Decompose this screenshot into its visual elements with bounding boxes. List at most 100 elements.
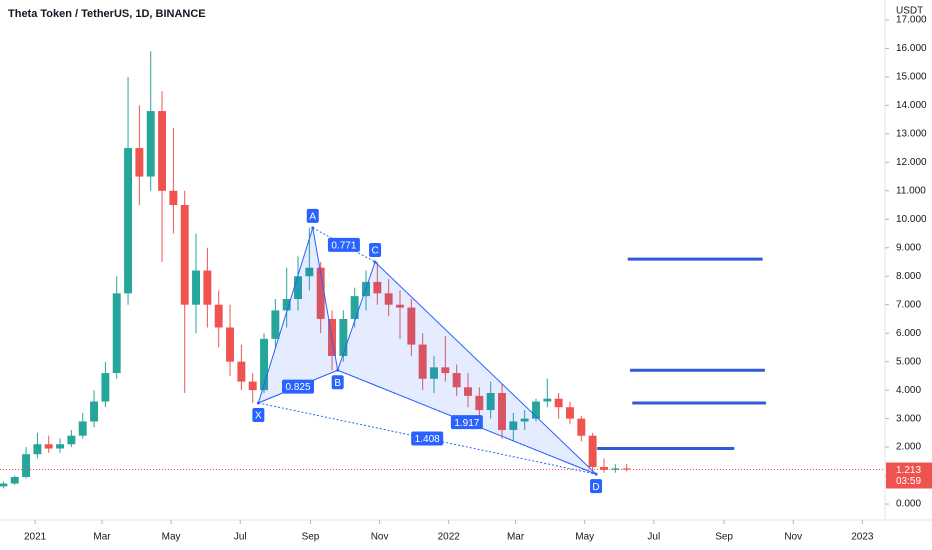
- candle-body: [10, 476, 19, 484]
- pattern-triangle: [337, 261, 597, 475]
- candle-body: [33, 444, 42, 455]
- y-tick-label: 10.000: [896, 214, 927, 225]
- pattern-point: [336, 368, 340, 372]
- candle-body: [214, 304, 223, 328]
- y-tick-label: 13.000: [896, 128, 927, 139]
- candle-body: [339, 318, 348, 356]
- y-tick-label: 16.000: [896, 43, 927, 54]
- y-tick-label: 7.000: [896, 299, 921, 310]
- candle-body: [146, 111, 155, 177]
- candle-body: [407, 307, 416, 345]
- candle-body: [192, 270, 201, 305]
- pattern-point: [594, 472, 598, 476]
- ratio-label: 0.771: [331, 241, 356, 252]
- candle-body: [158, 111, 167, 191]
- candle-body: [203, 270, 212, 305]
- ratio-box: [450, 415, 483, 430]
- candle-body: [475, 395, 484, 411]
- point-label: X: [255, 411, 262, 422]
- point-label: A: [309, 211, 316, 222]
- candle-body: [532, 401, 540, 419]
- point-label: D: [592, 482, 599, 493]
- point-box: [331, 375, 344, 390]
- candle-body: [498, 392, 506, 431]
- x-tick-label: May: [575, 532, 594, 543]
- pattern-point: [373, 260, 377, 264]
- x-tick-label: Sep: [715, 532, 733, 543]
- candle-body: [452, 373, 461, 388]
- candle-body: [543, 398, 552, 402]
- point-box: [369, 242, 382, 257]
- countdown-label: 03:59: [896, 476, 921, 487]
- candle-body: [67, 435, 76, 445]
- candle-body: [554, 398, 563, 408]
- candle-body: [124, 148, 133, 294]
- candle-body: [430, 367, 438, 379]
- x-tick-label: Jul: [234, 532, 247, 543]
- x-tick-label: Jul: [647, 532, 660, 543]
- y-tick-label: 11.000: [896, 185, 926, 196]
- y-tick-label: 0.000: [896, 499, 921, 510]
- x-tick-label: 2023: [851, 532, 874, 543]
- candle-body: [622, 468, 631, 470]
- candle-body: [305, 267, 314, 277]
- candle-body: [373, 281, 382, 294]
- point-box: [306, 208, 319, 223]
- candle-body: [90, 401, 99, 422]
- candle-body: [350, 296, 359, 319]
- ratio-label: 0.825: [286, 382, 311, 393]
- candle-body: [600, 467, 608, 470]
- y-tick-label: 6.000: [896, 328, 921, 339]
- candle-body: [577, 418, 586, 436]
- last-price-box: [886, 462, 932, 489]
- candle-body: [509, 421, 518, 431]
- x-tick-label: Mar: [507, 532, 525, 543]
- pattern-ratio-line: [337, 369, 597, 475]
- candle-body: [248, 381, 257, 391]
- candle-body: [112, 293, 121, 374]
- candle-body: [464, 387, 472, 396]
- candle-body: [226, 327, 234, 362]
- y-tick-label: 5.000: [896, 356, 921, 367]
- candle-body: [316, 267, 325, 319]
- x-tick-label: Nov: [371, 532, 389, 543]
- candle-body: [180, 205, 189, 305]
- candle-body: [22, 454, 31, 477]
- ratio-box: [327, 237, 360, 252]
- pattern-point: [256, 401, 260, 405]
- last-price-label: 1.213: [896, 465, 921, 476]
- y-tick-label: 2.000: [896, 442, 921, 453]
- x-tick-label: Nov: [784, 532, 802, 543]
- candle-body: [101, 373, 110, 402]
- ratio-box: [282, 379, 315, 394]
- candle-body: [271, 310, 280, 339]
- x-tick-label: 2021: [24, 532, 47, 543]
- x-tick-label: May: [162, 532, 181, 543]
- x-tick-label: Sep: [302, 532, 320, 543]
- ratio-label: 1.917: [454, 418, 479, 429]
- y-tick-label: 9.000: [896, 242, 921, 253]
- ratio-box: [411, 431, 444, 446]
- point-label: B: [334, 378, 341, 389]
- candle-body: [282, 299, 291, 311]
- candle-body: [520, 418, 529, 422]
- y-tick-label: 15.000: [896, 72, 927, 83]
- pattern-triangle: [257, 227, 339, 404]
- y-tick-label: 12.000: [896, 157, 927, 168]
- chart-title: Theta Token / TetherUS, 1D, BINANCE: [8, 8, 206, 20]
- pattern-point: [311, 226, 315, 230]
- y-tick-label: 3.000: [896, 413, 921, 424]
- ratio-label: 1.408: [415, 434, 440, 445]
- y-tick-label: 8.000: [896, 271, 921, 282]
- candle-body: [396, 304, 404, 308]
- y-tick-label: 17.000: [896, 15, 927, 26]
- y-tick-label: 4.000: [896, 385, 921, 396]
- candle-body: [0, 483, 8, 487]
- candle-body: [566, 407, 574, 419]
- candle-body: [294, 276, 302, 300]
- candle-body: [135, 148, 144, 177]
- candle-body: [384, 293, 393, 305]
- point-box: [252, 407, 265, 422]
- y-unit: USDT: [896, 6, 923, 17]
